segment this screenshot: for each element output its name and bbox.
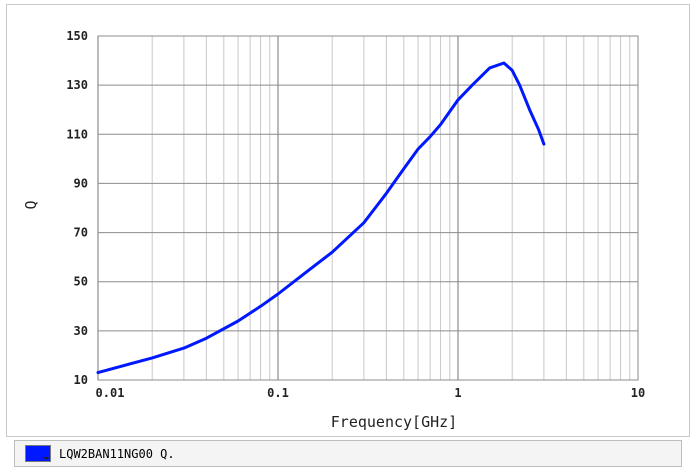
y-tick-label: 150: [66, 29, 88, 43]
grid-lines: [97, 35, 638, 381]
y-tick-label: 30: [74, 324, 88, 338]
x-tick-label: 0.01: [96, 386, 125, 400]
x-tick-label: 0.1: [267, 386, 289, 400]
legend-swatch-icon[interactable]: [25, 445, 51, 462]
y-tick-label: 70: [74, 226, 88, 240]
series-line-q: [96, 61, 546, 375]
legend: LQW2BAN11NG00 Q.: [14, 440, 682, 467]
y-tick-label: 50: [74, 275, 88, 289]
x-tick-label: 1: [454, 386, 461, 400]
series-layer: [96, 61, 546, 375]
plot-area: [97, 35, 639, 381]
y-tick-label: 90: [74, 176, 88, 190]
x-tick-label: 10: [631, 386, 645, 400]
y-tick-label: 10: [74, 373, 88, 387]
y-axis-label: Q: [22, 200, 40, 209]
y-tick-label: 110: [66, 127, 88, 141]
y-tick-label: 130: [66, 78, 88, 92]
legend-label: LQW2BAN11NG00 Q.: [59, 446, 175, 461]
x-axis-label: Frequency[GHz]: [331, 413, 457, 431]
